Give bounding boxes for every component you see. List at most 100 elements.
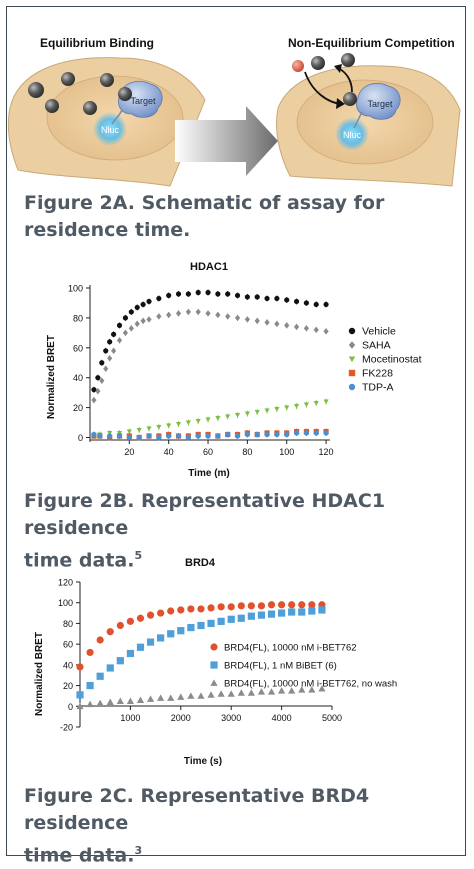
hdac1-data-point [205,433,211,439]
brd4-data-point [257,688,266,695]
hdac1-chart: HDAC1 Normalized BRET Time (m) 0 20 40 60 80… [46,261,422,479]
hdac1-data-point [99,377,105,384]
hdac1-data-point [274,295,280,302]
tracer-ball [61,72,75,86]
hdac1-data-point [313,430,319,436]
hdac1-data-point [111,331,117,337]
hdac1-data-point [293,298,300,305]
hdac1-data-point [284,405,290,411]
brd4-chart-title: BRD4 [185,557,216,569]
brd4-data-point [116,697,124,704]
brd4-data-point [247,612,255,620]
hdac1-x-tick-label: 100 [279,447,294,457]
brd4-data-point [116,621,124,630]
hdac1-data-point [244,431,250,438]
brd4-data-point [227,615,235,623]
brd4-data-point [278,609,286,617]
hdac1-legend-label: SAHA [362,340,391,352]
brd4-data-point [157,609,165,617]
hdac1-data-point [313,301,319,308]
hdac1-data-point [99,360,105,366]
brd4-data-point [157,694,165,701]
hdac1-data-point [185,291,191,297]
hdac1-data-point [303,325,309,332]
caption-fig2c-line2: time data.3 [24,837,474,869]
target-label-left: Target [130,96,156,106]
brd4-data-point [217,690,225,697]
hdac1-data-point [107,433,113,439]
brd4-data-point [278,687,286,694]
transition-arrow [175,106,278,176]
brd4-data-point [177,627,185,635]
hdac1-data-point [313,401,319,406]
figure-frame [6,6,466,856]
hdac1-data-point [107,355,113,362]
brd4-data-point [146,611,155,619]
hdac1-data-point [185,434,191,441]
brd4-data-point [106,664,114,672]
hdac1-data-point [175,433,182,439]
hdac1-legend-label: Mocetinostat [362,354,422,366]
left-title: Equilibrium Binding [40,36,154,50]
hdac1-data-point [128,309,134,315]
hdac1-data-point [264,431,270,438]
brd4-y-tick-label: 120 [58,578,73,588]
brd4-data-point [167,694,175,701]
hdac1-data-point [195,418,201,424]
brd4-x-tick-label: 1000 [120,713,140,723]
caption-fig2c-ref: 3 [134,844,143,857]
tracer-ball [83,101,97,115]
brd4-y-tick-label: 40 [63,660,73,670]
hdac1-data-point [175,310,182,317]
brd4-x-tick-label: 4000 [272,713,292,723]
schematic: Nluc Target Equilibrium Binding Nluc Tar… [7,36,461,187]
brd4-data-point [167,630,175,638]
hdac1-data-point [166,423,172,429]
hdac1-data-point [205,310,211,317]
nluc-label-left: Nluc [101,125,120,135]
hdac1-data-point [97,433,103,439]
brd4-data-point [207,604,215,612]
hdac1-data-point [274,407,280,412]
brd4-data-point [187,692,195,699]
hdac1-legend-marker [348,383,356,391]
hdac1-series-2 [91,398,329,438]
hdac1-data-point [215,415,221,421]
hdac1-data-point [185,308,191,316]
tracer-ball [343,92,357,106]
caption-fig2a-line2: residence time. [24,219,191,241]
brd4-data-point [136,696,145,703]
hdac1-data-point [134,320,140,328]
hdac1-data-point [126,429,132,435]
hdac1-data-point [323,399,329,405]
right-title: Non-Equilibrium Competition [288,36,455,50]
hdac1-data-point [313,326,319,334]
brd4-data-point [187,623,195,632]
hdac1-data-point [205,417,211,423]
brd4-data-point [76,663,84,671]
hdac1-legend-label: Vehicle [362,326,396,338]
brd4-data-point [227,690,235,697]
hdac1-data-point [103,348,109,354]
hdac1-data-point [116,322,123,328]
hdac1-data-point [225,431,231,438]
brd4-data-point [267,601,276,609]
hdac1-data-point [215,311,221,319]
hdac1-data-point [254,317,260,325]
caption-fig2b-ref: 5 [134,549,143,562]
tracer-ball [45,99,59,113]
brd4-data-point [86,681,94,690]
hdac1-data-point [91,431,97,438]
brd4-data-point [298,601,306,609]
brd4-legend-marker [210,643,218,651]
hdac1-data-point [215,433,221,439]
brd4-data-point [76,691,84,699]
brd4-data-point [278,601,286,609]
hdac1-data-point [323,301,329,308]
brd4-legend-label: BRD4(FL), 10000 nM i-BET762 [224,643,357,654]
tracer-ball [311,56,325,70]
hdac1-data-point [146,426,152,432]
brd4-data-point [308,607,316,615]
brd4-x-tick-label: 5000 [322,713,342,723]
hdac1-data-point [95,387,101,395]
